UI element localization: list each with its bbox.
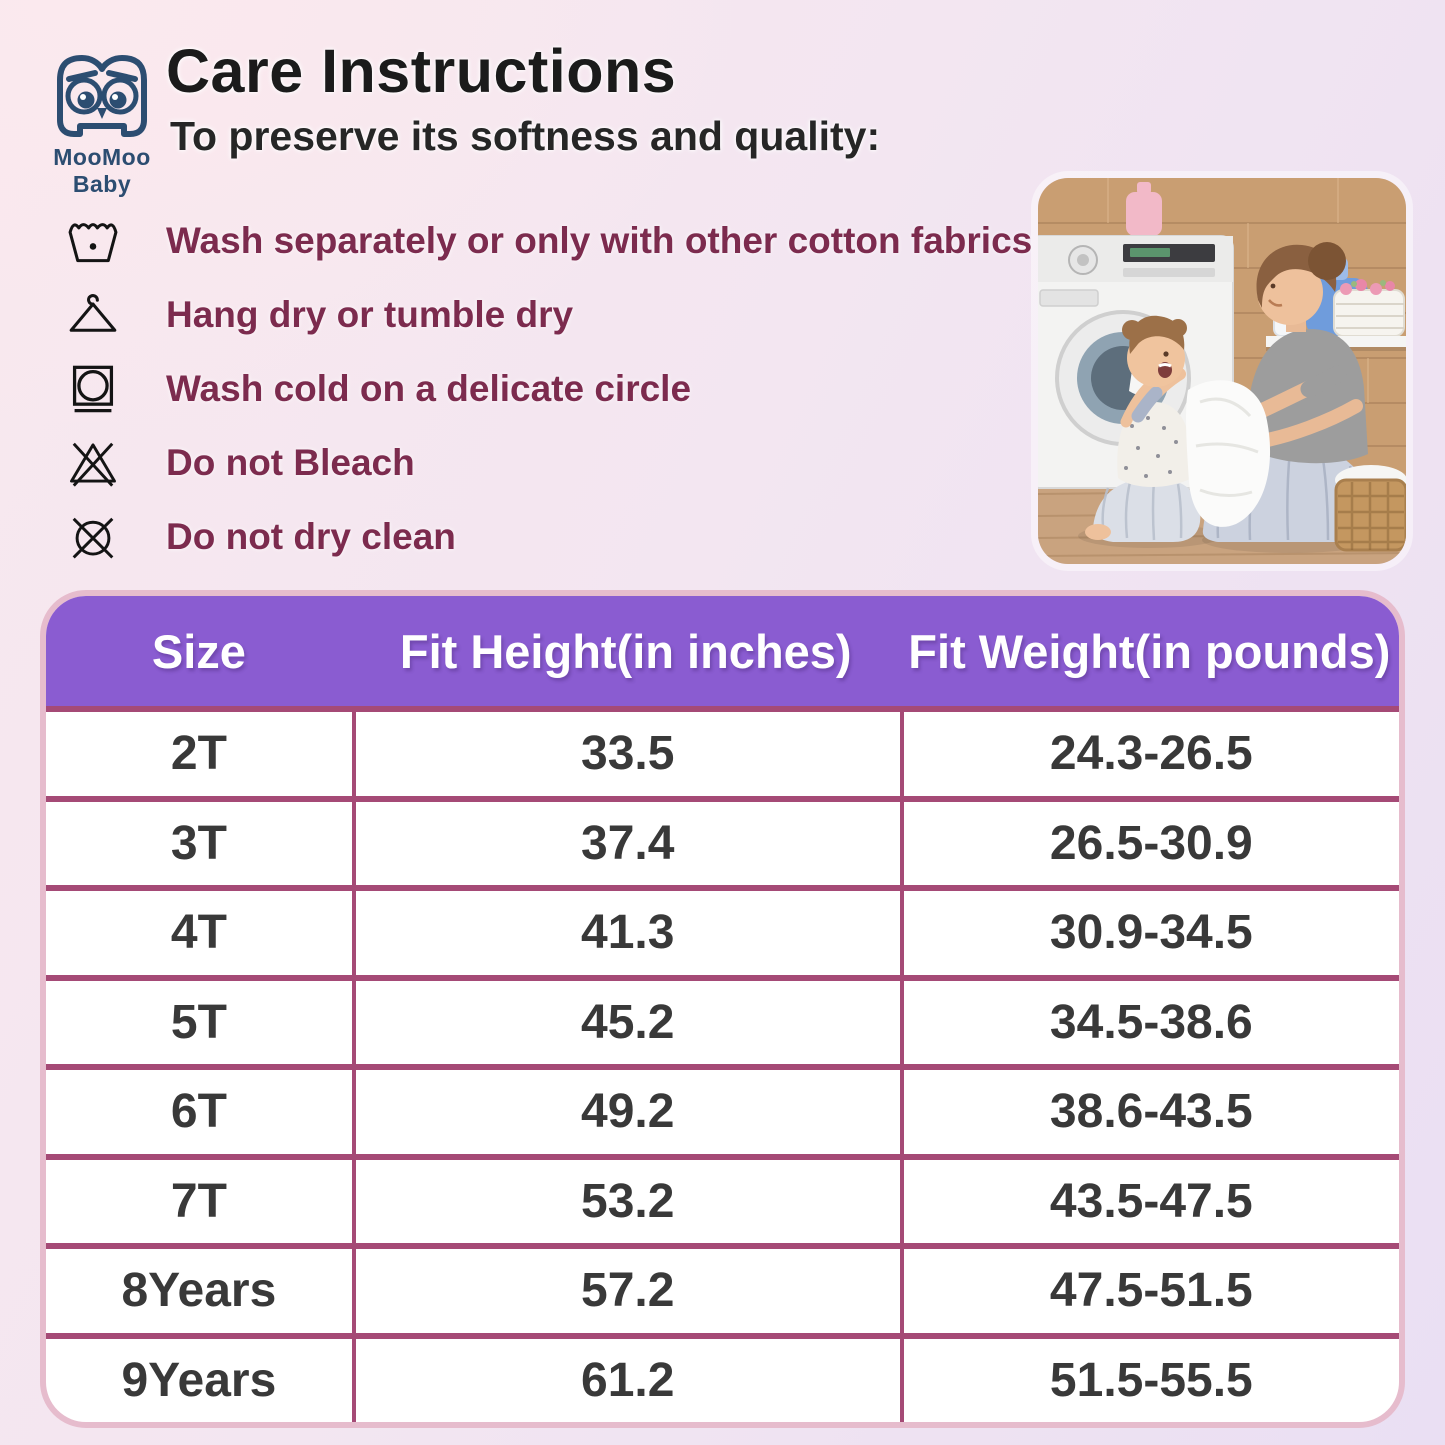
- laundry-photo: [1038, 178, 1406, 564]
- wicker-basket: [1334, 465, 1406, 552]
- care-item-label: Do not dry clean: [166, 516, 456, 557]
- care-item-delicate: Wash cold on a delicate circle: [60, 352, 1032, 426]
- cell-weight: 47.5-51.5: [899, 1249, 1399, 1333]
- table-row: 3T 37.4 26.5-30.9: [46, 795, 1399, 885]
- care-item-label: Do not Bleach: [166, 442, 415, 483]
- cell-height: 53.2: [351, 1159, 900, 1243]
- cell-height: 45.2: [351, 980, 900, 1064]
- care-item-no-bleach: Do not Bleach: [60, 426, 1032, 500]
- care-item-wash: Wash separately or only with other cotto…: [60, 204, 1032, 278]
- cell-weight: 43.5-47.5: [899, 1159, 1399, 1243]
- cell-size: 8Years: [121, 1264, 277, 1318]
- cell-size: 2T: [170, 727, 227, 781]
- mother-figure: [1202, 242, 1373, 542]
- do-not-dry-clean-icon: [60, 512, 126, 562]
- care-item-label: Hang dry or tumble dry: [166, 294, 574, 335]
- care-item-label: Wash cold on a delicate circle: [166, 368, 692, 409]
- cell-weight: 38.6-43.5: [899, 1070, 1399, 1154]
- cell-height: 61.2: [351, 1338, 900, 1422]
- table-row: 5T 45.2 34.5-38.6: [46, 974, 1399, 1064]
- care-item-no-dry-clean: Do not dry clean: [60, 500, 1032, 574]
- cell-height: 37.4: [351, 801, 900, 885]
- delicate-cycle-icon: [60, 363, 126, 415]
- cell-height: 57.2: [351, 1249, 900, 1333]
- owl-logo-icon: [57, 55, 147, 137]
- cell-size: 5T: [170, 995, 227, 1049]
- size-chart: Size Fit Height(in inches) Fit Weight(in…: [40, 590, 1405, 1428]
- table-row: 7T 53.2 43.5-47.5: [46, 1153, 1399, 1243]
- cell-weight: 26.5-30.9: [899, 801, 1399, 885]
- wash-icon: [60, 217, 126, 265]
- cell-size: 6T: [170, 1085, 227, 1139]
- size-chart-header: Size Fit Height(in inches) Fit Weight(in…: [46, 596, 1399, 706]
- table-row: 2T 33.5 24.3-26.5: [46, 706, 1399, 796]
- cell-weight: 24.3-26.5: [899, 712, 1399, 796]
- cell-size: 9Years: [121, 1353, 277, 1407]
- hanger-icon: [60, 291, 126, 339]
- cell-size: 3T: [170, 816, 227, 870]
- size-chart-body: 2T 33.5 24.3-26.5 3T 37.4 26.5-30.9 4T 4…: [46, 706, 1399, 1422]
- column-header-weight: Fit Weight(in pounds): [908, 624, 1391, 678]
- table-row: 8Years 57.2 47.5-51.5: [46, 1243, 1399, 1333]
- care-item-hang-dry: Hang dry or tumble dry: [60, 278, 1032, 352]
- cell-size: 4T: [170, 906, 227, 960]
- cell-weight: 34.5-38.6: [899, 980, 1399, 1064]
- care-item-label: Wash separately or only with other cotto…: [166, 220, 1033, 261]
- table-row: 4T 41.3 30.9-34.5: [46, 885, 1399, 975]
- cell-size: 7T: [170, 1174, 227, 1228]
- brand-logo: MooMoo Baby: [26, 44, 178, 198]
- column-header-height: Fit Height(in inches): [399, 624, 852, 678]
- care-instruction-list: Wash separately or only with other cotto…: [60, 204, 1032, 574]
- page-subtitle: To preserve its softness and quality:: [170, 113, 881, 159]
- do-not-bleach-icon: [60, 438, 126, 488]
- white-towel: [1186, 380, 1271, 527]
- table-row: 9Years 61.2 51.5-55.5: [46, 1332, 1399, 1422]
- cell-weight: 30.9-34.5: [899, 891, 1399, 975]
- table-row: 6T 49.2 38.6-43.5: [46, 1064, 1399, 1154]
- child-figure: [1085, 315, 1201, 542]
- page-title: Care Instructions: [166, 37, 677, 105]
- cell-height: 41.3: [351, 891, 900, 975]
- cell-height: 33.5: [351, 712, 900, 796]
- cell-weight: 51.5-55.5: [899, 1338, 1399, 1422]
- laundry-photo-illustration: [1038, 178, 1406, 564]
- brand-name: MooMoo Baby: [53, 144, 151, 197]
- column-header-size: Size: [151, 624, 246, 678]
- cell-height: 49.2: [351, 1070, 900, 1154]
